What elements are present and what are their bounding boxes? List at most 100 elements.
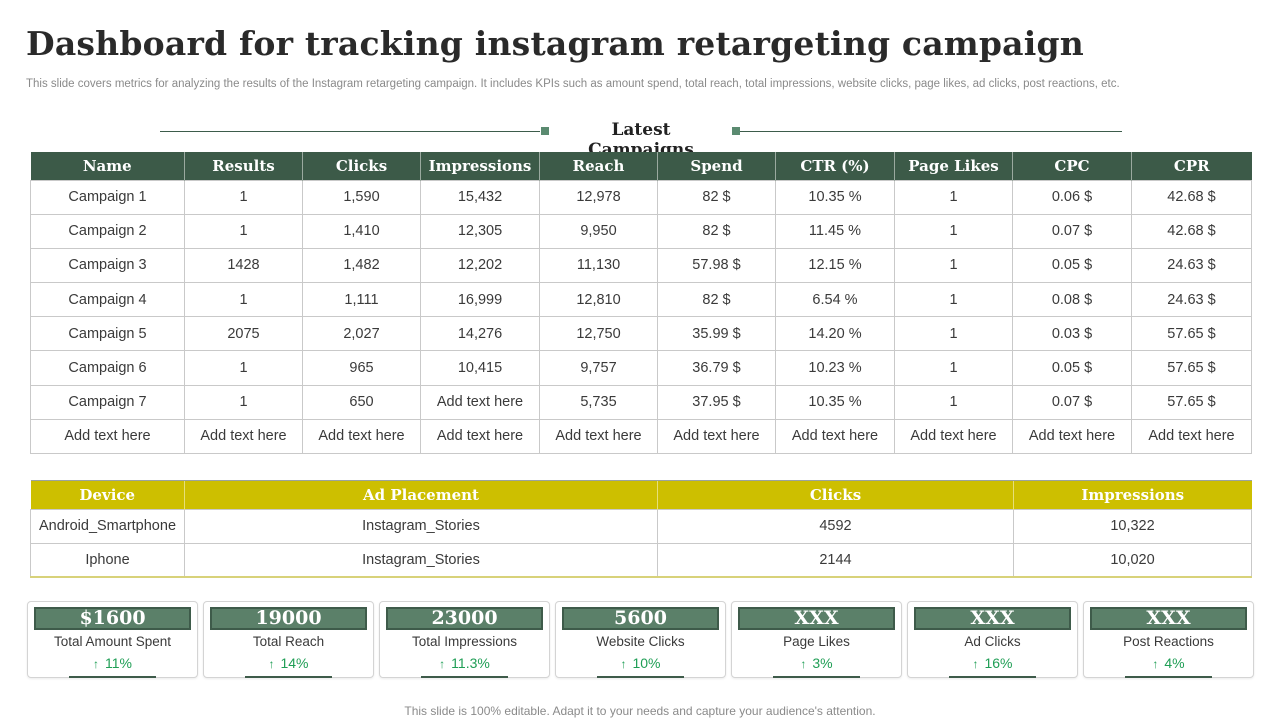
- table-cell: 37.95 $: [657, 384, 776, 420]
- arrow-up-icon: ↑: [93, 657, 99, 671]
- table-cell: 0.03 $: [1012, 316, 1132, 352]
- table-cell: 11.45 %: [775, 213, 895, 249]
- kpi-underline: [1125, 676, 1212, 678]
- table-row: Add text here Add text here Add text here A…: [30, 418, 1252, 455]
- table-cell: 24.63 $: [1131, 282, 1252, 318]
- table-cell: 1: [184, 179, 303, 215]
- table-cell: 82 $: [657, 213, 776, 249]
- table-cell: Add text here: [1012, 418, 1132, 455]
- table-cell: 12.15 %: [775, 247, 895, 284]
- table-cell: 16,999: [420, 282, 540, 318]
- kpi-change-value: 16%: [984, 655, 1013, 671]
- table-cell: 10,322: [1013, 508, 1252, 544]
- table-cell: Add text here: [894, 418, 1013, 455]
- table-cell: 6.54 %: [775, 282, 895, 318]
- campaign-name-cell: Campaign 7: [30, 384, 185, 420]
- table-cell: 11,130: [539, 247, 658, 284]
- kpi-value: 23000: [386, 607, 543, 630]
- column-header: CPC: [1012, 152, 1132, 180]
- table-cell: 1: [184, 213, 303, 249]
- divider-line: [740, 131, 1122, 132]
- table-cell: 57.65 $: [1131, 384, 1252, 420]
- kpi-card: XXX Page Likes ↑ 3%: [731, 601, 902, 678]
- column-header: Spend: [657, 152, 776, 180]
- page-title: Dashboard for tracking instagram retarge…: [26, 24, 1084, 63]
- table-cell: Add text here: [420, 418, 540, 455]
- table-cell: 0.05 $: [1012, 247, 1132, 284]
- kpi-underline: [69, 676, 156, 678]
- column-header: Reach: [539, 152, 658, 180]
- table-cell: 1: [894, 350, 1013, 386]
- column-header: CTR (%): [775, 152, 895, 180]
- kpi-value: 19000: [210, 607, 367, 630]
- kpi-label: Website Clicks: [596, 634, 685, 649]
- arrow-up-icon: ↑: [800, 657, 807, 671]
- column-header: Name: [30, 152, 185, 180]
- table-row: Campaign 3 1428 1,482 12,202 11,130 57.98 $12…: [30, 247, 1252, 284]
- table-cell: 965: [302, 350, 421, 386]
- kpi-underline: [421, 676, 508, 678]
- kpi-value: XXX: [738, 607, 895, 630]
- kpi-change-value: 3%: [812, 655, 833, 671]
- kpi-card: 5600 Website Clicks ↑ 10%: [555, 601, 726, 678]
- table-row: Campaign 2 1 1,410 12,305 9,950 82 $11.45 % 1 0…: [30, 213, 1252, 249]
- table-cell: 0.05 $: [1012, 350, 1132, 386]
- kpi-change: ↑ 10%: [556, 655, 725, 671]
- table-cell: 1: [184, 350, 303, 386]
- table-row: Campaign 7 1 650 Add text here 5,735 37.95 $1…: [30, 384, 1252, 420]
- table-cell: 1: [894, 384, 1013, 420]
- table-cell: 14.20 %: [775, 316, 895, 352]
- kpi-label: Total Impressions: [411, 634, 518, 649]
- campaign-name-cell: Campaign 3: [30, 247, 185, 284]
- kpi-change: ↑ 11.3%: [380, 655, 549, 671]
- table-cell: 2075: [184, 316, 303, 352]
- table-cell: 42.68 $: [1131, 179, 1252, 215]
- kpi-underline: [245, 676, 332, 678]
- table-row: Campaign 5 2075 2,027 14,276 12,750 35.99 $14…: [30, 316, 1252, 352]
- table-cell: 1,590: [302, 179, 421, 215]
- square-bullet-icon: [541, 127, 549, 135]
- arrow-up-icon: ↑: [620, 657, 627, 671]
- table-cell: 4592: [657, 508, 1014, 544]
- column-header: Page Likes: [894, 152, 1013, 180]
- kpi-change-value: 4%: [1164, 655, 1185, 671]
- kpi-label: Post Reactions: [1123, 634, 1214, 649]
- square-bullet-icon: [732, 127, 740, 135]
- kpi-label: Page Likes: [783, 634, 850, 649]
- footer-note: This slide is 100% editable. Adapt it to…: [404, 704, 876, 718]
- table-cell: 1428: [184, 247, 303, 284]
- kpi-change: ↑ 16%: [908, 655, 1077, 671]
- table-cell: Instagram_Stories: [184, 508, 658, 544]
- table-cell: 1,482: [302, 247, 421, 284]
- campaigns-table: Name Results Clicks Impressions Reach Sp…: [30, 152, 1252, 482]
- kpi-change-value: 10%: [632, 655, 661, 671]
- campaign-name-cell: Campaign 6: [30, 350, 185, 386]
- table-cell: 1: [894, 213, 1013, 249]
- kpi-underline: [949, 676, 1036, 678]
- table-cell: Android_Smartphone: [30, 508, 185, 544]
- table-cell: 12,810: [539, 282, 658, 318]
- table-row: Campaign 4 1 1,111 16,999 12,810 82 $6.54 % 1 0…: [30, 282, 1252, 318]
- device-table: Device Ad Placement Clicks Impressions A…: [30, 481, 1252, 578]
- table-cell: 10.35 %: [775, 179, 895, 215]
- campaign-name-cell: Campaign 1: [30, 179, 185, 215]
- arrow-up-icon: ↑: [268, 657, 275, 671]
- column-header: Impressions: [420, 152, 540, 180]
- kpi-change: ↑ 11%: [28, 655, 197, 671]
- table-cell: 10.23 %: [775, 350, 895, 386]
- column-header: Results: [184, 152, 303, 180]
- table-cell: Add text here: [1131, 418, 1252, 455]
- table-cell: 12,202: [420, 247, 540, 284]
- table-spacer-row: [30, 453, 1252, 482]
- kpi-value: XXX: [1090, 607, 1247, 630]
- table-cell: 2,027: [302, 316, 421, 352]
- kpi-label: Total Reach: [252, 634, 325, 649]
- table-cell: 0.07 $: [1012, 213, 1132, 249]
- column-header: Impressions: [1013, 481, 1252, 509]
- campaign-name-cell: Add text here: [30, 418, 185, 455]
- kpi-label: Total Amount Spent: [53, 634, 172, 649]
- column-header: Ad Placement: [184, 481, 658, 509]
- table-cell: 9,950: [539, 213, 658, 249]
- table-cell: 82 $: [657, 179, 776, 215]
- table-header-row: Device Ad Placement Clicks Impressions: [30, 481, 1252, 509]
